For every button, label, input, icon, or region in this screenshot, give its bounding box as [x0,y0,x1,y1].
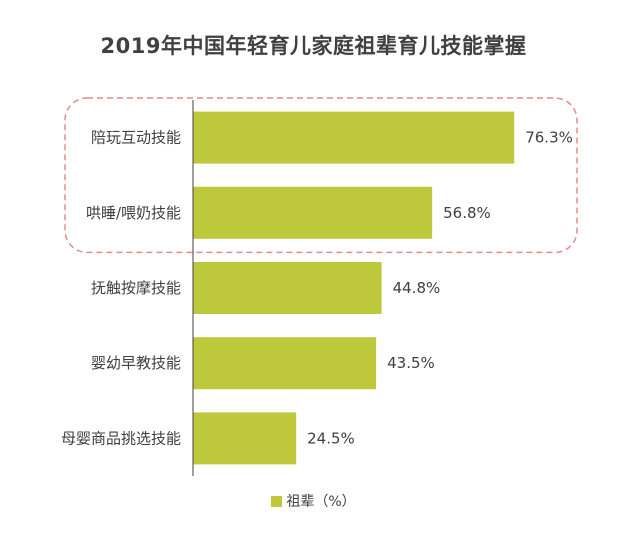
value-label: 44.8% [393,279,441,297]
legend: 祖辈（%） [0,491,627,511]
bar-4 [193,337,377,390]
bar-5 [193,412,297,465]
chart-title: 2019年中国年轻育儿家庭祖辈育儿技能掌握 [100,34,527,58]
category-label: 哄睡/喂奶技能 [86,204,181,222]
bar-1 [193,111,515,164]
category-label: 母婴商品挑选技能 [61,429,181,447]
legend-swatch [271,496,283,507]
value-label: 76.3% [525,129,573,147]
bar-3 [193,262,382,314]
bars-layer [193,111,515,465]
category-label: 婴幼早教技能 [91,354,181,372]
value-label: 43.5% [387,354,435,372]
category-label: 抚触按摩技能 [91,279,181,297]
value-label: 24.5% [307,429,355,447]
bar-2 [193,186,433,239]
value-label: 56.8% [443,204,491,222]
legend-label: 祖辈（%） [286,494,356,510]
highlight-box [64,97,578,254]
category-label: 陪玩互动技能 [91,129,181,147]
labels-layer: 陪玩互动技能 76.3% 哄睡/喂奶技能 56.8% 抚触按摩技能 44.8% 婴幼早教技能… [61,129,573,448]
